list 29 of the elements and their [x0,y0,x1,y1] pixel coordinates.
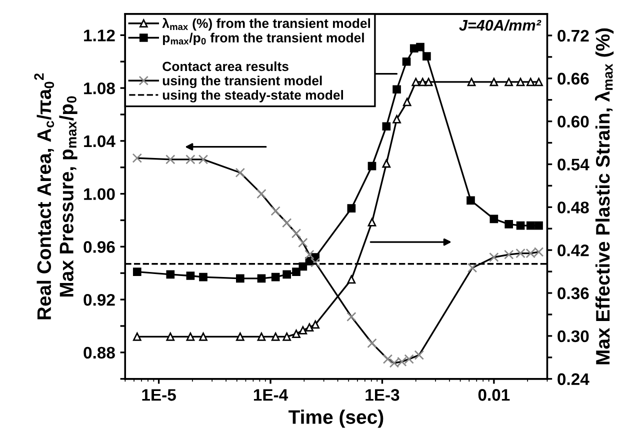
x-tick-label: 0.01 [478,389,510,401]
y-tick-label: 1.04 [84,135,116,148]
y-tick-label: 1.00 [84,188,115,200]
y-tick-label: 0.92 [84,294,115,306]
legend-label: using the steady-state model [162,90,344,102]
y2-tick-label: 0.48 [558,202,589,214]
annotation: J=40A/mm² [459,19,542,31]
y2-tick-label: 0.42 [558,244,589,256]
y2-tick-label: 0.60 [558,116,589,128]
y-tick-label: 0.96 [84,241,115,253]
x-tick-label: 1E-3 [366,389,400,401]
x-tick-label: 1E-4 [254,389,288,401]
legend-label: p$_{max}$/p$_{0}$ from the transient model [162,32,364,46]
y2-tick-label: 0.54 [558,158,590,170]
y-tick-label: 1.08 [84,82,115,94]
text: Real Contact Area, A$_{c}$/πa$_{0}$$^{2}$ Max Pressure, p$_{max}$/p$_{0}$ [34,73,78,320]
y-tick-label: 0.88 [84,346,115,359]
y2-tick-label: 0.36 [558,287,589,300]
x-tick-label: 1E-5 [142,389,176,401]
legend-title: Contact area results [162,61,288,72]
x-axis-title: Time (sec) [288,410,384,428]
y2-axis-title: Max Effective Plastic Strain, λ$_{max}$ (%) [594,28,614,364]
y-tick-label: 1.12 [84,30,115,42]
y2-tick-label: 0.24 [558,373,590,386]
legend-label: using the transient model [162,76,322,88]
y2-tick-label: 0.72 [558,30,589,42]
y2-tick-label: 0.66 [558,72,589,85]
y2-tick-label: 0.30 [558,330,589,342]
legend-label: λ$_{max}$ (%) from the transient model [162,18,370,31]
